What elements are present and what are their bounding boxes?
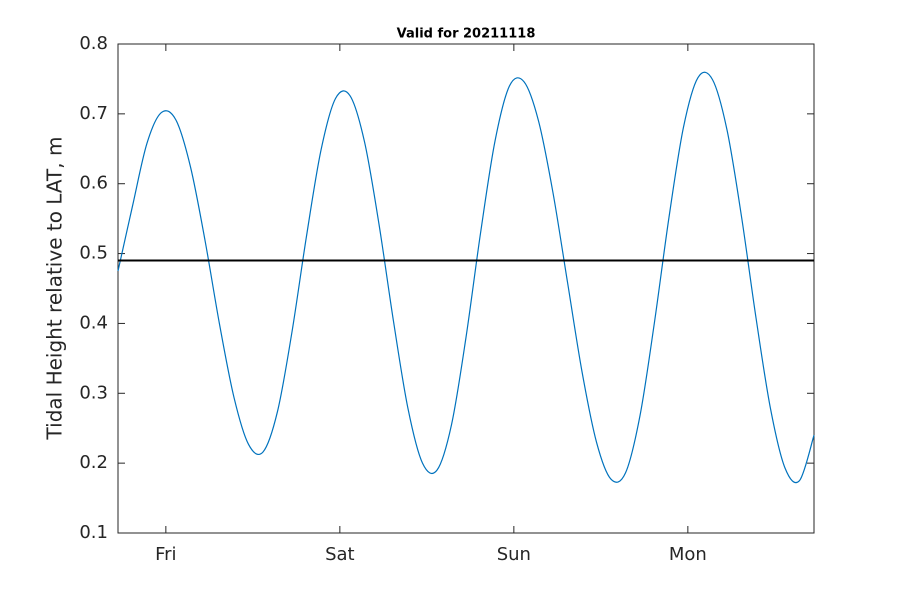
y-tick-label: 0.3 (79, 382, 108, 403)
y-tick-label: 0.7 (79, 103, 108, 124)
x-tick-label: Fri (155, 544, 176, 565)
x-tick-label: Mon (669, 544, 707, 565)
y-tick-label: 0.5 (79, 243, 108, 264)
y-axis-label: Tidal Height relative to LAT, m (43, 137, 67, 441)
chart-title: Valid for 20211118 (397, 27, 536, 42)
x-tick-label: Sat (325, 544, 355, 565)
y-tick-label: 0.4 (79, 312, 108, 333)
y-tick-label: 0.8 (79, 33, 108, 54)
y-tick-label: 0.6 (79, 173, 108, 194)
x-tick-label: Sun (497, 544, 531, 565)
y-tick-label: 0.1 (79, 522, 108, 543)
tide-line (117, 71, 815, 484)
plot-area (117, 43, 815, 534)
y-tick-label: 0.2 (79, 452, 108, 473)
